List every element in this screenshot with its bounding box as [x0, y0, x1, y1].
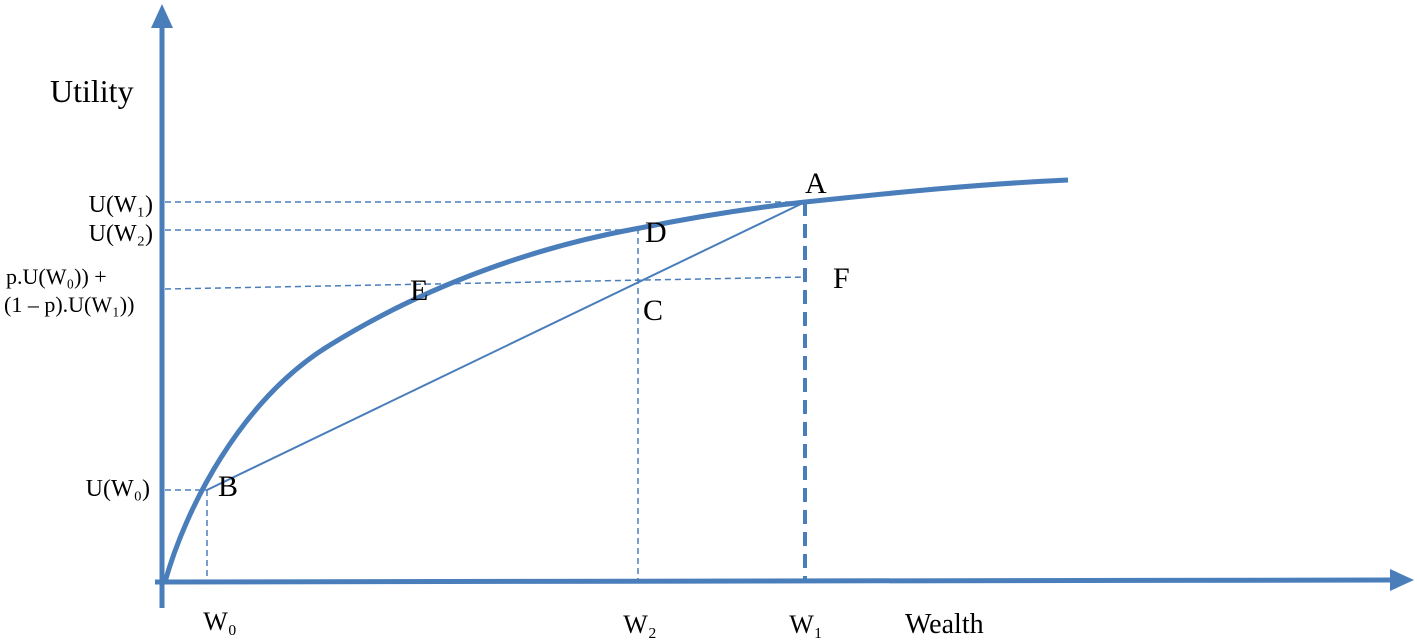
point-label: A — [805, 167, 827, 200]
x-axis — [154, 577, 1393, 585]
utility-curve — [162, 177, 1069, 583]
chord — [206, 201, 806, 491]
y-label: p.U(W₀)) + — [6, 264, 107, 289]
point-label: D — [645, 216, 667, 249]
y-label: U(W₁) — [89, 192, 153, 218]
point-label: F — [833, 262, 850, 295]
point-label: C — [643, 294, 663, 327]
guide-expected — [164, 276, 806, 290]
x-label: W₂ — [623, 610, 657, 639]
x-label: W₀ — [203, 607, 237, 636]
y-label: U(W₀) — [86, 476, 150, 502]
y-label: (1 – p).U(W₁)) — [4, 292, 134, 317]
y-axis-label: Utility — [50, 73, 134, 109]
y-arrow — [151, 4, 173, 28]
y-label: U(W₂) — [89, 221, 153, 247]
x-arrow — [1390, 569, 1414, 591]
x-axis-label: Wealth — [905, 609, 984, 640]
x-label: W₁ — [789, 610, 823, 639]
point-label: E — [410, 274, 428, 307]
point-label: B — [218, 470, 238, 503]
